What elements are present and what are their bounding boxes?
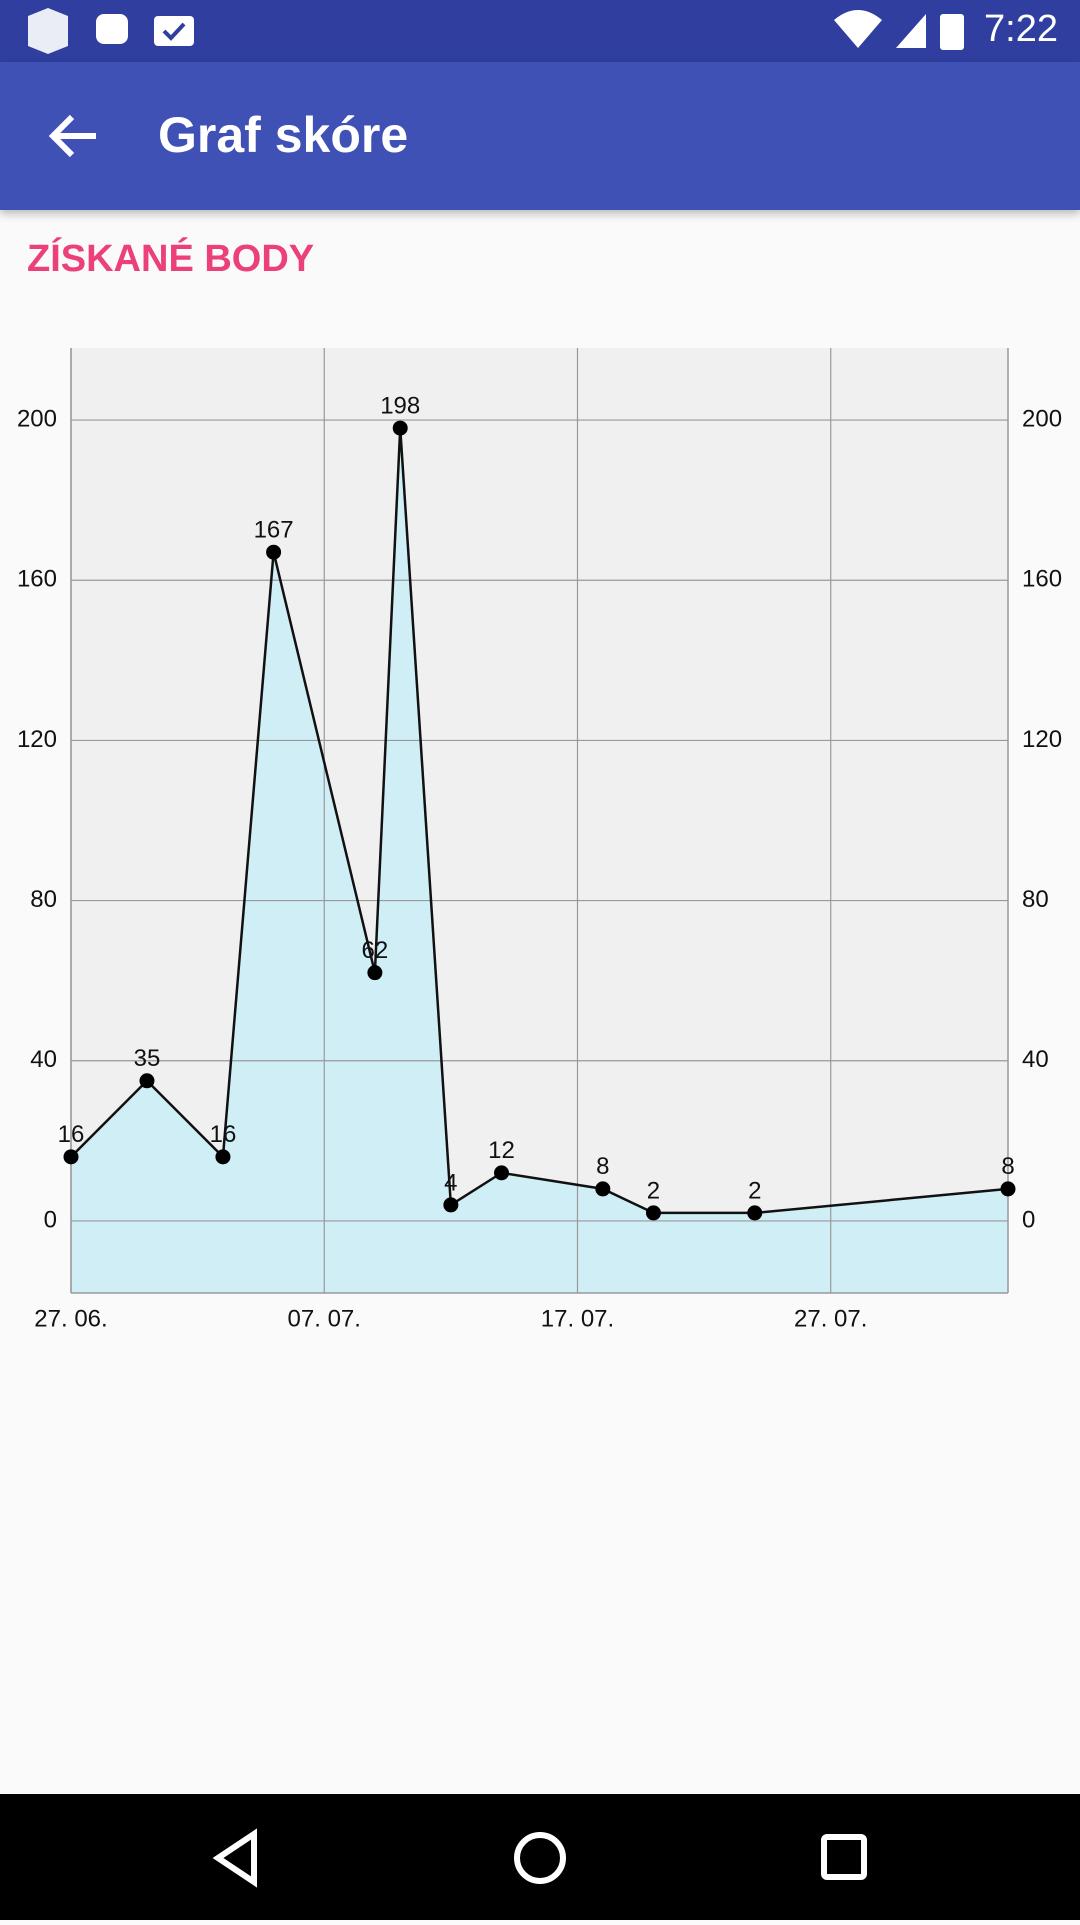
data-label: 16 bbox=[58, 1121, 85, 1148]
data-label: 198 bbox=[380, 392, 420, 419]
point bbox=[645, 1205, 661, 1221]
x-tick-label: 27. 07. bbox=[794, 1305, 867, 1332]
data-label: 2 bbox=[647, 1177, 660, 1204]
line bbox=[70, 428, 1009, 1215]
point bbox=[367, 965, 383, 981]
point bbox=[747, 1205, 763, 1221]
data-label: 4 bbox=[444, 1169, 457, 1196]
point bbox=[215, 1149, 231, 1165]
status-bar: 7:22 bbox=[0, 0, 1080, 62]
nav-back[interactable] bbox=[212, 1828, 257, 1888]
x-tick-label: 07. 07. bbox=[288, 1305, 361, 1332]
back-button[interactable] bbox=[34, 96, 114, 176]
point bbox=[266, 544, 282, 560]
point bbox=[63, 1149, 79, 1165]
data-label: 12 bbox=[488, 1137, 515, 1164]
y2-tick-label: 160 bbox=[1022, 566, 1062, 593]
data-label: 2 bbox=[748, 1177, 761, 1204]
data-label: 8 bbox=[1001, 1153, 1014, 1180]
app-title: Graf skóre bbox=[158, 107, 409, 163]
y2-tick-label: 200 bbox=[1022, 405, 1062, 432]
y2-tick-label: 0 bbox=[1022, 1206, 1035, 1233]
y-tick-label: 0 bbox=[44, 1206, 57, 1233]
point bbox=[494, 1165, 510, 1181]
nav-home[interactable] bbox=[514, 1832, 566, 1884]
point bbox=[443, 1197, 459, 1213]
point bbox=[392, 420, 408, 436]
x-tick-label: 27. 06. bbox=[34, 1305, 107, 1332]
point bbox=[595, 1181, 611, 1197]
nav-buttons bbox=[212, 1828, 867, 1888]
y2-tick-label: 80 bbox=[1022, 886, 1049, 913]
area bbox=[71, 428, 1008, 1294]
section-title: ZÍSKANÉ BODY bbox=[27, 238, 315, 280]
y2-tick-label: 120 bbox=[1022, 726, 1062, 753]
y-tick-label: 40 bbox=[30, 1046, 57, 1073]
data-label: 62 bbox=[362, 937, 389, 964]
clock: 7:22 bbox=[984, 8, 1058, 50]
data-label: 167 bbox=[254, 517, 294, 544]
y-tick-label: 80 bbox=[30, 886, 57, 913]
navigation-bar bbox=[0, 1794, 1080, 1920]
status-icons bbox=[28, 8, 194, 54]
data-label: 16 bbox=[210, 1121, 237, 1148]
y-tick-label: 200 bbox=[17, 405, 57, 432]
chart: 0 0 40 40 80 80 120 120 160 160 200 200 27. 06. 07. 0… bbox=[17, 348, 1062, 1332]
data-label: 8 bbox=[596, 1153, 609, 1180]
y2-tick-label: 40 bbox=[1022, 1046, 1049, 1073]
y-tick-label: 160 bbox=[17, 566, 57, 593]
point bbox=[139, 1073, 155, 1089]
data-label: 35 bbox=[134, 1045, 161, 1072]
point bbox=[1000, 1181, 1016, 1197]
y-tick-label: 120 bbox=[17, 726, 57, 753]
status-right-icons bbox=[834, 10, 964, 50]
x-tick-label: 17. 07. bbox=[541, 1305, 614, 1332]
nav-recents[interactable] bbox=[821, 1834, 867, 1880]
app-bar: Graf skóre bbox=[0, 62, 1080, 210]
